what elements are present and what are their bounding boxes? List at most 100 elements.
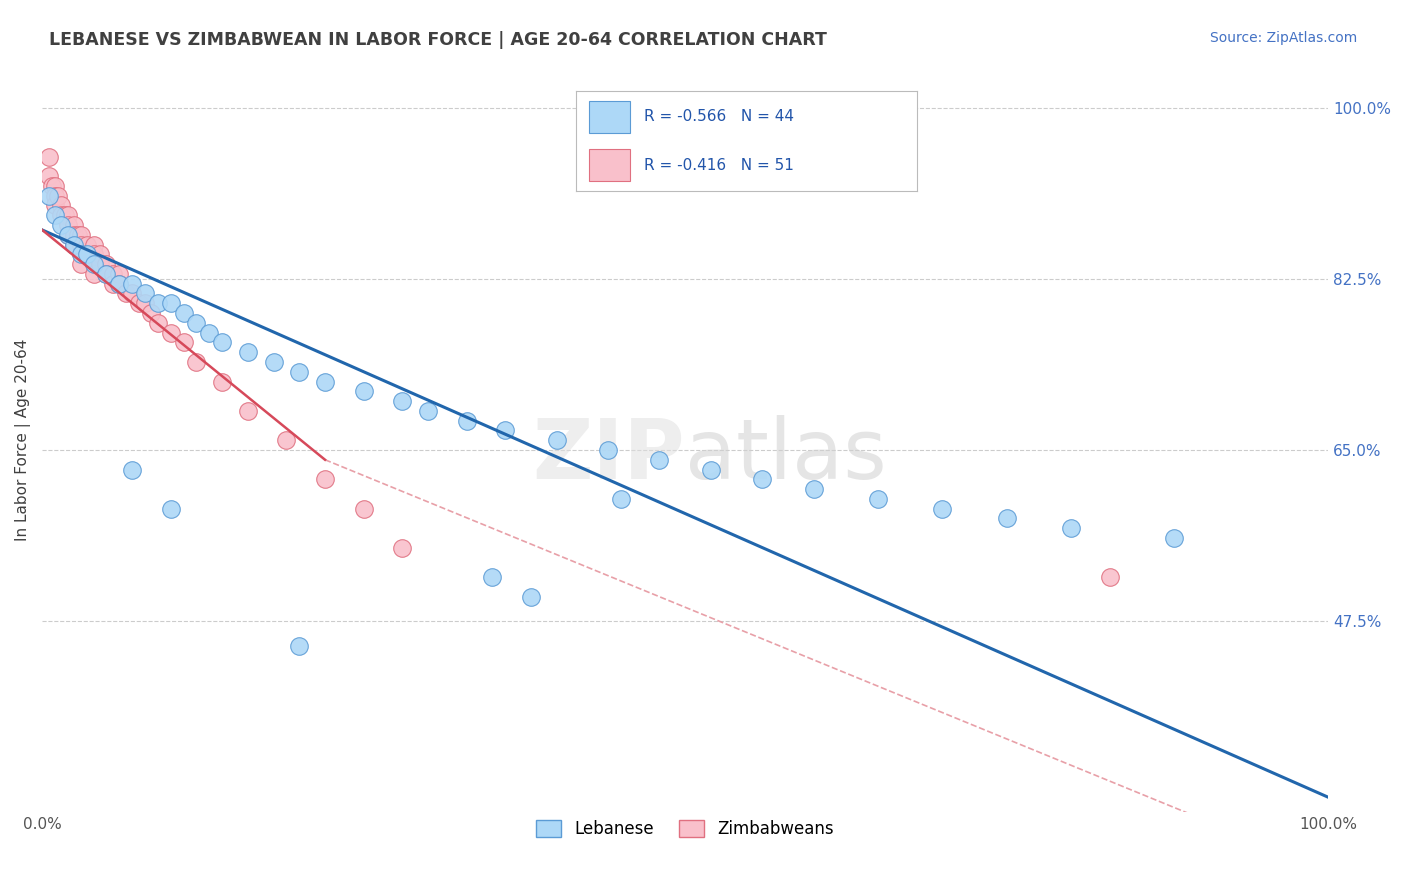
Point <box>96 257 118 271</box>
Point <box>353 384 375 399</box>
Point <box>211 335 233 350</box>
Text: atlas: atlas <box>685 415 887 496</box>
Point <box>288 365 311 379</box>
Point <box>76 247 98 261</box>
Point <box>1163 531 1185 545</box>
Point <box>186 355 208 369</box>
Point <box>69 257 91 271</box>
Point <box>159 501 181 516</box>
Point <box>76 237 98 252</box>
Point <box>186 316 208 330</box>
Point <box>931 501 953 516</box>
Point <box>700 462 723 476</box>
Point <box>89 247 111 261</box>
Point <box>211 375 233 389</box>
Legend: Lebanese, Zimbabweans: Lebanese, Zimbabweans <box>530 813 841 845</box>
Point <box>141 306 163 320</box>
Point <box>416 404 439 418</box>
Point <box>56 218 79 232</box>
Point <box>69 247 91 261</box>
Point <box>128 296 150 310</box>
Point <box>108 277 131 291</box>
Point <box>44 198 66 212</box>
Point <box>146 316 169 330</box>
Point <box>995 511 1018 525</box>
Point <box>121 462 143 476</box>
Point <box>83 237 105 252</box>
Point <box>63 237 86 252</box>
Point <box>114 286 136 301</box>
Point <box>198 326 221 340</box>
Point <box>56 227 79 242</box>
Point <box>83 267 105 281</box>
Point <box>44 188 66 202</box>
Point <box>69 237 91 252</box>
Point <box>83 257 105 271</box>
Point <box>76 247 98 261</box>
Point <box>314 375 336 389</box>
Point <box>866 491 889 506</box>
Point <box>44 178 66 193</box>
Point <box>648 452 671 467</box>
Point <box>146 296 169 310</box>
Point <box>236 345 259 359</box>
Point <box>38 150 60 164</box>
Point <box>83 247 105 261</box>
Point <box>56 208 79 222</box>
Text: LEBANESE VS ZIMBABWEAN IN LABOR FORCE | AGE 20-64 CORRELATION CHART: LEBANESE VS ZIMBABWEAN IN LABOR FORCE | … <box>49 31 827 49</box>
Point <box>41 178 63 193</box>
Point <box>481 570 503 584</box>
Point <box>236 404 259 418</box>
Y-axis label: In Labor Force | Age 20-64: In Labor Force | Age 20-64 <box>15 339 31 541</box>
Point <box>108 267 131 281</box>
Point <box>63 227 86 242</box>
Point <box>38 188 60 202</box>
Point <box>1098 570 1121 584</box>
Point <box>96 267 118 281</box>
Point <box>391 541 413 555</box>
Point <box>83 257 105 271</box>
Point <box>520 590 543 604</box>
Point <box>51 198 73 212</box>
Point <box>546 433 568 447</box>
Point <box>46 188 69 202</box>
Point <box>63 218 86 232</box>
Point <box>134 296 156 310</box>
Point <box>101 277 124 291</box>
Point <box>44 208 66 222</box>
Point <box>751 472 773 486</box>
Point <box>51 218 73 232</box>
Point <box>69 227 91 242</box>
Point <box>159 296 181 310</box>
Point <box>1060 521 1083 535</box>
Point <box>596 442 619 457</box>
Point <box>159 326 181 340</box>
Point <box>89 257 111 271</box>
Point <box>353 501 375 516</box>
Point <box>314 472 336 486</box>
Point <box>391 394 413 409</box>
Point <box>38 169 60 183</box>
Point <box>121 286 143 301</box>
Point <box>610 491 633 506</box>
Point <box>288 639 311 653</box>
Point <box>67 227 90 242</box>
Point <box>173 335 195 350</box>
Text: ZIP: ZIP <box>533 415 685 496</box>
Point <box>56 227 79 242</box>
Point <box>276 433 298 447</box>
Point <box>494 424 516 438</box>
Text: Source: ZipAtlas.com: Source: ZipAtlas.com <box>1209 31 1357 45</box>
Point <box>456 414 478 428</box>
Point <box>134 286 156 301</box>
Point <box>173 306 195 320</box>
Point <box>69 247 91 261</box>
Point <box>53 208 76 222</box>
Point <box>803 482 825 496</box>
Point <box>263 355 285 369</box>
Point <box>101 267 124 281</box>
Point <box>51 208 73 222</box>
Point <box>96 267 118 281</box>
Point <box>63 237 86 252</box>
Point <box>108 277 131 291</box>
